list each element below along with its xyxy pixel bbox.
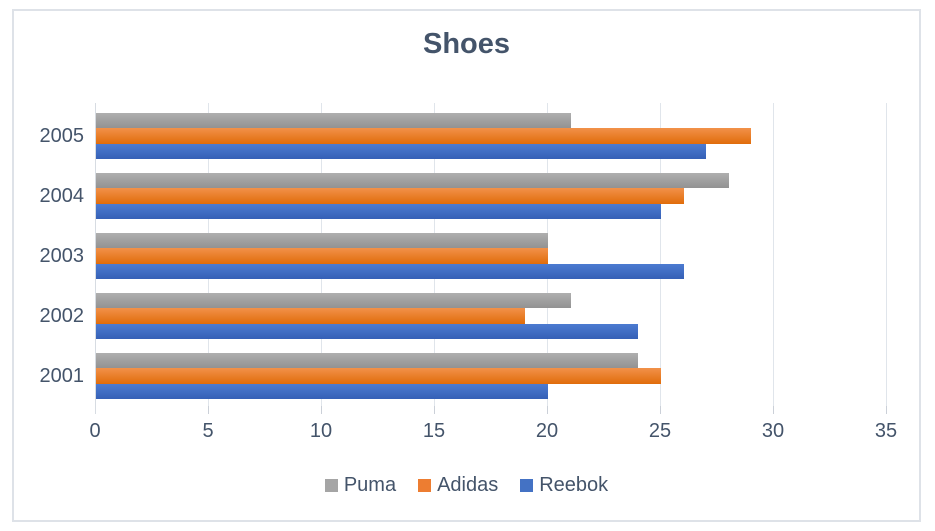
bar-puma-2001 <box>96 353 639 369</box>
x-axis-label: 15 <box>422 420 446 442</box>
x-axis-label: 20 <box>535 420 559 442</box>
bar-puma-2002 <box>96 293 571 309</box>
bar-puma-2005 <box>96 113 571 129</box>
chart-title: Shoes <box>422 28 511 60</box>
bar-reebok-2004 <box>96 203 661 219</box>
bar-puma-2004 <box>96 173 729 189</box>
bar-adidas-2001 <box>96 368 661 384</box>
x-axis-label: 35 <box>874 420 898 442</box>
bar-adidas-2004 <box>96 188 684 204</box>
x-axis-label: 5 <box>202 420 214 442</box>
legend-swatch-reebok <box>520 479 534 492</box>
gridline <box>886 103 887 406</box>
y-axis-label: 2004 <box>39 185 85 207</box>
legend-entry-reebok: Reebok <box>520 474 608 497</box>
bar-reebok-2005 <box>96 143 707 159</box>
category-axis-line <box>95 103 96 414</box>
axis-tick <box>434 406 435 414</box>
legend-swatch-adidas <box>418 479 432 492</box>
axis-tick <box>660 406 661 414</box>
bar-adidas-2002 <box>96 308 526 324</box>
x-axis-label: 0 <box>89 420 101 442</box>
x-axis-label: 30 <box>761 420 785 442</box>
y-axis-label: 2001 <box>39 365 85 387</box>
axis-tick <box>547 406 548 414</box>
bar-reebok-2001 <box>96 383 548 399</box>
legend: Puma Adidas Reebok <box>12 474 921 497</box>
gridline <box>660 103 661 406</box>
legend-entry-puma: Puma <box>324 474 397 497</box>
gridline <box>773 103 774 406</box>
legend-swatch-puma <box>324 479 338 492</box>
bar-reebok-2003 <box>96 263 684 279</box>
x-axis-label: 25 <box>648 420 672 442</box>
bar-puma-2003 <box>96 233 548 249</box>
y-axis-label: 2002 <box>39 305 85 327</box>
y-axis-label: 2003 <box>39 245 85 267</box>
axis-tick <box>886 406 887 414</box>
x-axis-label: 10 <box>309 420 333 442</box>
legend-entry-adidas: Adidas <box>418 474 498 497</box>
legend-label-adidas: Adidas <box>437 474 499 496</box>
bar-adidas-2005 <box>96 128 752 144</box>
axis-tick <box>208 406 209 414</box>
legend-label-puma: Puma <box>343 474 397 496</box>
bar-adidas-2003 <box>96 248 548 264</box>
axis-tick <box>321 406 322 414</box>
axis-tick <box>773 406 774 414</box>
bar-reebok-2002 <box>96 323 639 339</box>
y-axis-label: 2005 <box>39 125 85 147</box>
legend-label-reebok: Reebok <box>539 474 609 496</box>
